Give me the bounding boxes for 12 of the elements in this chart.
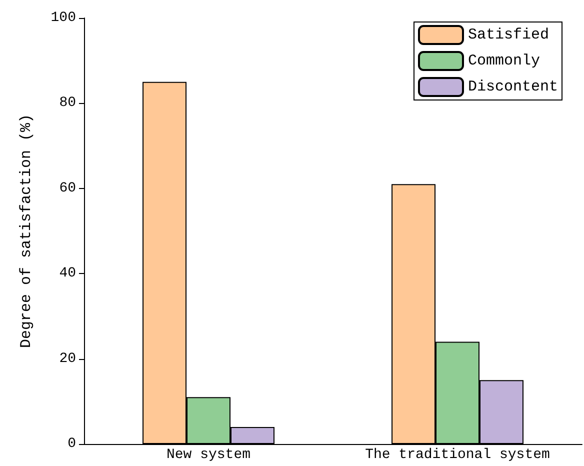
legend-label: Commonly (468, 52, 540, 70)
legend-label: Satisfied (468, 26, 549, 44)
x-tick-label: The traditional system (365, 447, 550, 463)
y-axis-title: Degree of satisfaction (%) (18, 114, 35, 348)
x-tick-label: New system (166, 447, 251, 463)
y-tick-label: 80 (59, 95, 76, 112)
y-tick-label: 60 (59, 180, 76, 196)
legend-label: Discontent (468, 78, 558, 96)
y-tick-label: 100 (50, 10, 76, 26)
y-tick-label: 0 (68, 436, 76, 452)
y-tick-label: 20 (59, 350, 76, 367)
y-tick-label: 40 (59, 266, 76, 282)
